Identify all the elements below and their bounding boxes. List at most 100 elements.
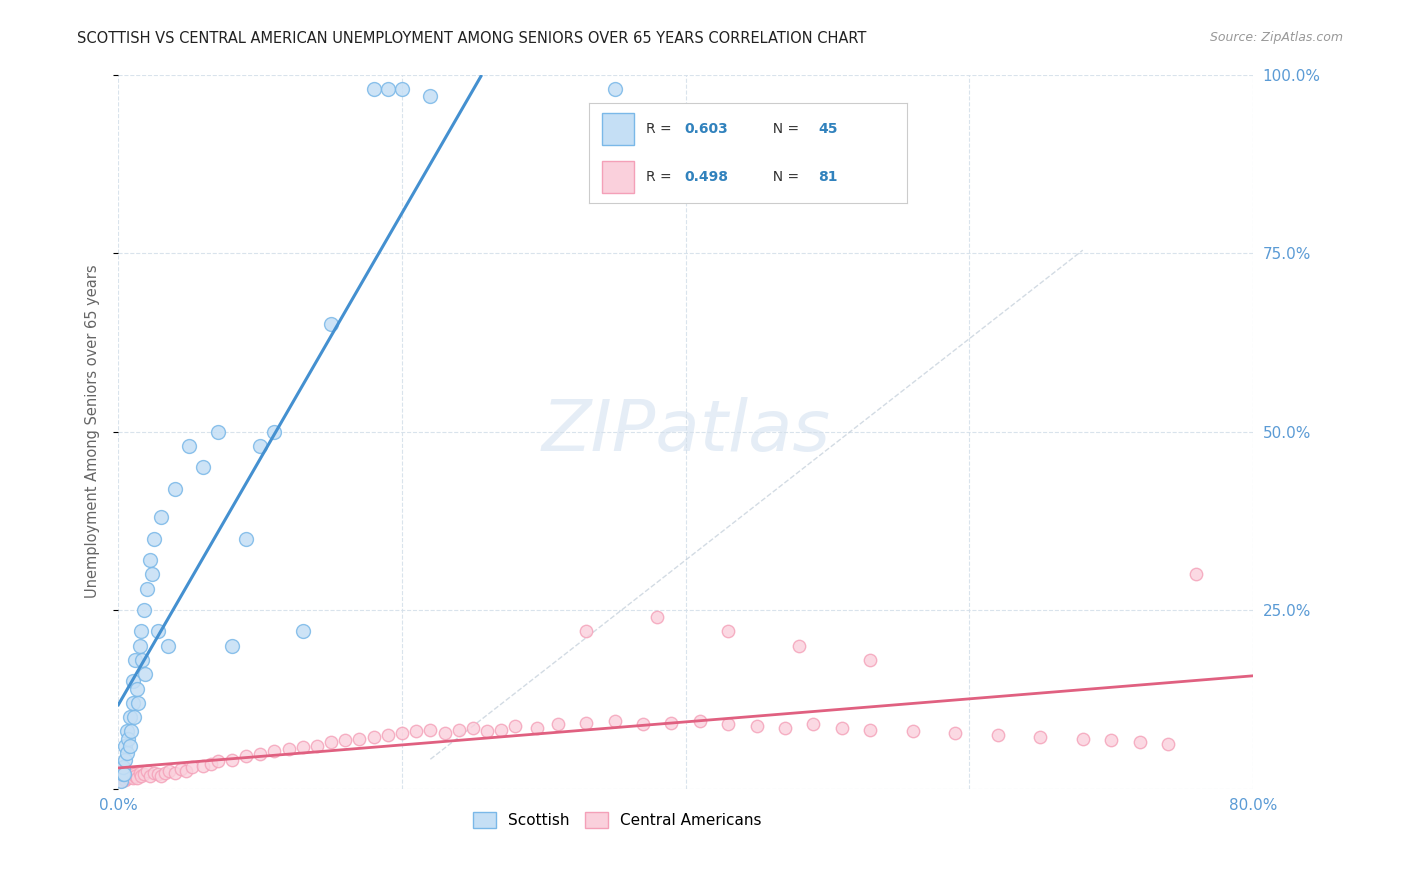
Text: ZIPatlas: ZIPatlas bbox=[541, 397, 830, 466]
Point bbox=[745, 719, 768, 733]
Point bbox=[170, 762, 193, 776]
Point bbox=[475, 724, 498, 739]
Point bbox=[125, 771, 148, 785]
Legend: Scottish, Central Americans: Scottish, Central Americans bbox=[467, 806, 768, 834]
Point bbox=[111, 767, 134, 781]
Point bbox=[1071, 731, 1094, 746]
Point bbox=[221, 753, 243, 767]
Point bbox=[419, 89, 441, 103]
Point bbox=[142, 765, 165, 780]
Point bbox=[1128, 735, 1150, 749]
Point bbox=[146, 767, 169, 781]
Point bbox=[717, 717, 740, 731]
Point bbox=[277, 742, 299, 756]
Point bbox=[121, 771, 143, 785]
Point bbox=[156, 639, 179, 653]
Point bbox=[235, 532, 257, 546]
Point bbox=[117, 731, 139, 746]
Text: SCOTTISH VS CENTRAL AMERICAN UNEMPLOYMENT AMONG SENIORS OVER 65 YEARS CORRELATIO: SCOTTISH VS CENTRAL AMERICAN UNEMPLOYMEN… bbox=[77, 31, 866, 46]
Text: Source: ZipAtlas.com: Source: ZipAtlas.com bbox=[1209, 31, 1343, 45]
Point bbox=[859, 653, 882, 667]
Point bbox=[138, 553, 160, 567]
Point bbox=[117, 771, 139, 785]
Point bbox=[447, 723, 470, 737]
Point bbox=[128, 639, 150, 653]
Point bbox=[127, 696, 149, 710]
Point bbox=[120, 769, 142, 783]
Point bbox=[112, 764, 135, 778]
Point bbox=[391, 726, 413, 740]
Point bbox=[115, 724, 138, 739]
Point bbox=[831, 721, 853, 735]
Point bbox=[114, 772, 136, 787]
Point bbox=[773, 721, 796, 735]
Point bbox=[193, 758, 215, 772]
Point bbox=[114, 753, 136, 767]
Point bbox=[249, 747, 271, 762]
Point bbox=[207, 425, 229, 439]
Point bbox=[291, 624, 314, 639]
Point bbox=[505, 719, 527, 733]
Point bbox=[575, 715, 598, 730]
Point bbox=[112, 771, 135, 785]
Point bbox=[129, 624, 152, 639]
Point bbox=[263, 744, 285, 758]
Point bbox=[575, 624, 598, 639]
Point bbox=[142, 532, 165, 546]
Point bbox=[200, 756, 222, 771]
Point bbox=[141, 567, 163, 582]
Point bbox=[1029, 730, 1052, 744]
Point bbox=[363, 82, 385, 96]
Point bbox=[801, 717, 824, 731]
Point bbox=[181, 760, 204, 774]
Point bbox=[1099, 733, 1122, 747]
Point bbox=[405, 724, 427, 739]
Point bbox=[138, 769, 160, 783]
Point bbox=[115, 746, 138, 760]
Point bbox=[661, 715, 683, 730]
Point bbox=[419, 723, 441, 737]
Y-axis label: Unemployment Among Seniors over 65 years: Unemployment Among Seniors over 65 years bbox=[86, 265, 100, 599]
Point bbox=[263, 425, 285, 439]
Point bbox=[207, 755, 229, 769]
Point bbox=[859, 723, 882, 737]
Point bbox=[433, 726, 456, 740]
Point bbox=[319, 735, 342, 749]
Point bbox=[153, 765, 176, 780]
Point bbox=[305, 739, 328, 753]
Point bbox=[901, 724, 924, 739]
Point bbox=[146, 624, 169, 639]
Point bbox=[377, 728, 399, 742]
Point bbox=[121, 696, 143, 710]
Point bbox=[689, 714, 711, 728]
Point bbox=[943, 726, 966, 740]
Point bbox=[987, 728, 1010, 742]
Point bbox=[221, 639, 243, 653]
Point bbox=[122, 710, 145, 724]
Point bbox=[526, 721, 548, 735]
Point bbox=[149, 510, 172, 524]
Point bbox=[118, 739, 141, 753]
Point bbox=[363, 730, 385, 744]
Point bbox=[176, 764, 198, 778]
Point bbox=[120, 724, 142, 739]
Point bbox=[645, 610, 668, 624]
Point bbox=[114, 767, 136, 781]
Point bbox=[391, 82, 413, 96]
Point bbox=[603, 82, 626, 96]
Point bbox=[121, 674, 143, 689]
Point bbox=[135, 764, 157, 778]
Point bbox=[319, 318, 342, 332]
Point bbox=[129, 769, 152, 783]
Point bbox=[134, 667, 156, 681]
Point bbox=[115, 769, 138, 783]
Point bbox=[108, 771, 131, 785]
Point bbox=[491, 723, 513, 737]
Point bbox=[179, 439, 201, 453]
Point bbox=[135, 582, 157, 596]
Point bbox=[349, 731, 371, 746]
Point bbox=[111, 767, 134, 781]
Point bbox=[165, 482, 187, 496]
Point bbox=[603, 714, 626, 728]
Point bbox=[110, 774, 132, 789]
